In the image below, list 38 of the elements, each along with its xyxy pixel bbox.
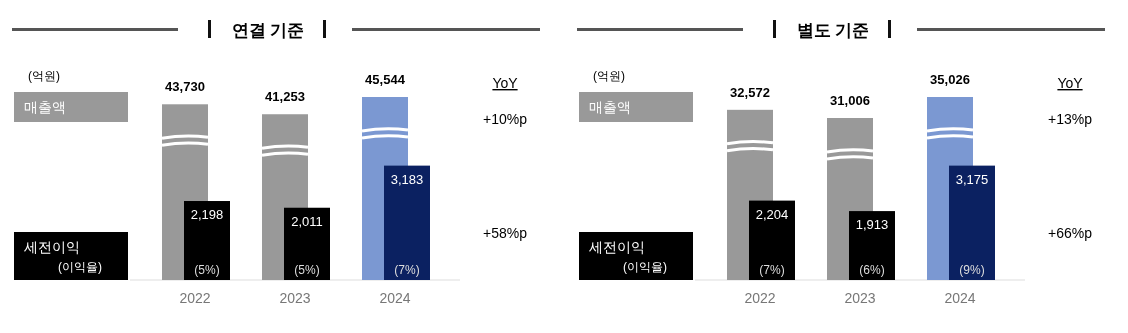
text: +66%p [1048, 225, 1093, 241]
x-tick-label: 2023 [279, 290, 311, 306]
x-tick-label: 2022 [179, 290, 211, 306]
data-label: 41,253 [265, 89, 305, 105]
x-tick-label: 2024 [944, 290, 976, 306]
x-tick-label: 2023 [844, 290, 876, 306]
text: 매출액 [24, 99, 66, 115]
text: (억원) [593, 69, 625, 83]
data-label: 1,913 [855, 217, 889, 233]
annotation: (6%) [859, 263, 885, 277]
text: +13%p [1048, 111, 1093, 127]
text: 세전이익 (이익율) [589, 239, 667, 274]
text: (억원) [28, 69, 60, 83]
data-label: 2,011 [291, 213, 323, 229]
text: YoY [492, 75, 519, 91]
chart-title: 연결 기준 [231, 21, 305, 40]
text: +10%p [483, 111, 528, 127]
chart-title: 별도 기준 [796, 21, 870, 40]
data-label: 35,026 [930, 72, 970, 87]
data-label: 32,572 [730, 84, 770, 100]
data-label: 3,175 [955, 171, 989, 187]
data-label: 2,204 [755, 206, 789, 222]
annotation: (5%) [294, 263, 320, 277]
x-tick-label: 2022 [744, 290, 776, 306]
annotation: (7%) [394, 263, 420, 277]
annotation: (9%) [959, 263, 985, 277]
text: YoY [1057, 75, 1084, 91]
annotation: (7%) [759, 263, 785, 277]
text: 세전이익 (이익율) [24, 239, 102, 274]
text: +58%p [483, 225, 528, 241]
data-label: 45,544 [365, 72, 406, 87]
data-label: 3,183 [390, 171, 424, 187]
text: 매출액 [589, 99, 631, 115]
x-tick-label: 2024 [379, 290, 411, 306]
annotation: (5%) [194, 263, 220, 277]
data-label: 2,198 [190, 207, 224, 223]
data-label: 43,730 [165, 79, 205, 95]
data-label: 31,006 [830, 93, 870, 108]
